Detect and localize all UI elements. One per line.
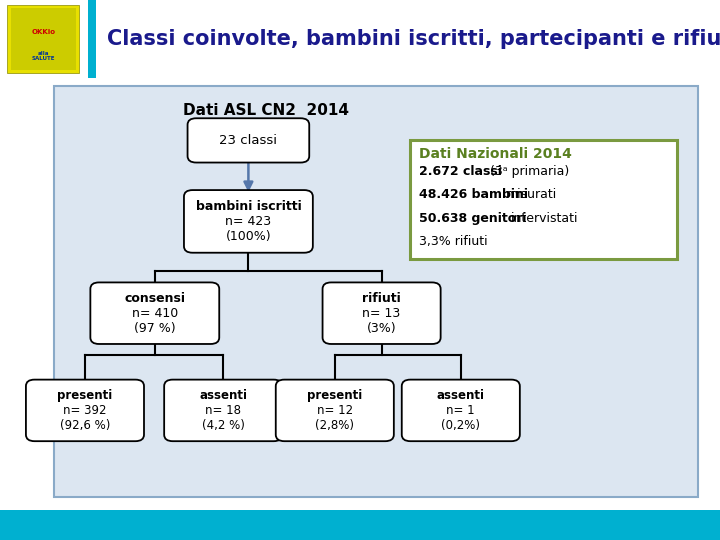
Text: (3ᵃ primaria): (3ᵃ primaria) xyxy=(490,165,569,178)
Text: n= 410: n= 410 xyxy=(132,307,178,320)
Text: consensi: consensi xyxy=(125,292,185,305)
Text: 50.638 genitori: 50.638 genitori xyxy=(419,212,531,225)
Text: n= 1: n= 1 xyxy=(446,404,475,417)
Text: Classi coinvolte, bambini iscritti, partecipanti e rifiuti: Classi coinvolte, bambini iscritti, part… xyxy=(107,29,720,49)
Text: 23 classi: 23 classi xyxy=(220,134,277,147)
Text: misurati: misurati xyxy=(505,188,557,201)
Text: n= 12: n= 12 xyxy=(317,404,353,417)
Text: presenti: presenti xyxy=(58,389,112,402)
Text: assenti: assenti xyxy=(437,389,485,402)
Text: (3%): (3%) xyxy=(366,322,397,335)
Text: n= 423: n= 423 xyxy=(225,215,271,228)
Text: 2.672 classi: 2.672 classi xyxy=(419,165,506,178)
Text: (4,2 %): (4,2 %) xyxy=(202,419,245,432)
Text: (100%): (100%) xyxy=(225,230,271,243)
Text: (0,2%): (0,2%) xyxy=(441,419,480,432)
Text: 48.426 bambini: 48.426 bambini xyxy=(419,188,532,201)
Text: intervistati: intervistati xyxy=(511,212,579,225)
Text: (2,8%): (2,8%) xyxy=(315,419,354,432)
Text: rifiuti: rifiuti xyxy=(362,292,401,305)
Text: Dati ASL CN2  2014: Dati ASL CN2 2014 xyxy=(184,103,349,118)
Text: OKKio: OKKio xyxy=(31,29,55,36)
Text: presenti: presenti xyxy=(307,389,362,402)
Text: alla
SALUTE: alla SALUTE xyxy=(32,51,55,62)
Text: Dati Nazionali 2014: Dati Nazionali 2014 xyxy=(419,147,572,161)
Text: (97 %): (97 %) xyxy=(134,322,176,335)
Text: n= 18: n= 18 xyxy=(205,404,241,417)
Text: n= 13: n= 13 xyxy=(362,307,401,320)
Text: 3,3% rifiuti: 3,3% rifiuti xyxy=(419,235,487,248)
Text: assenti: assenti xyxy=(199,389,247,402)
Text: n= 392: n= 392 xyxy=(63,404,107,417)
Text: (92,6 %): (92,6 %) xyxy=(60,419,110,432)
Text: bambini iscritti: bambini iscritti xyxy=(196,200,301,213)
